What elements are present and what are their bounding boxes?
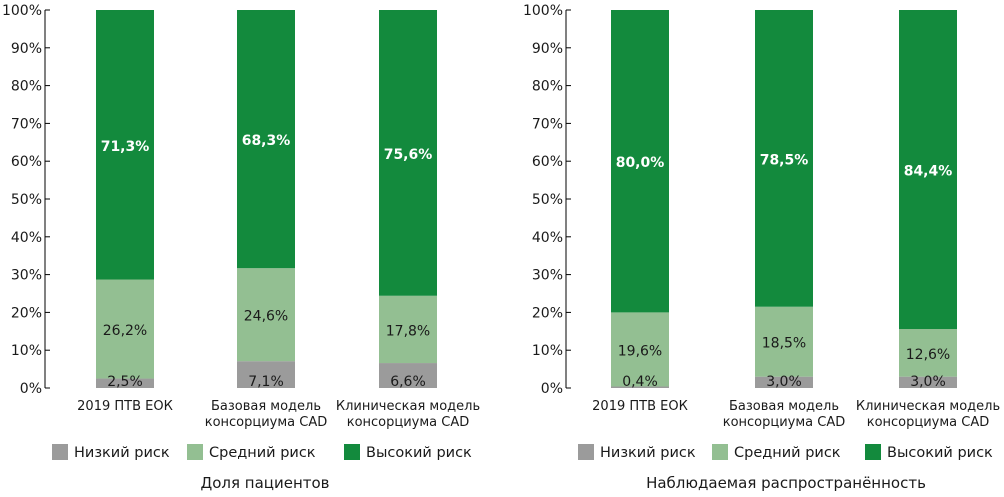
y-tick-label: 40%: [11, 230, 42, 246]
bar-segment-low: [611, 386, 669, 388]
bar-segment-medium: [96, 279, 154, 379]
bar-segment-medium: [237, 268, 295, 362]
y-tick-label: 90%: [11, 41, 42, 57]
legend-swatch-high: [344, 444, 360, 460]
data-label: 26,2%: [103, 323, 147, 339]
data-label: 19,6%: [618, 343, 662, 359]
y-tick-label: 50%: [11, 192, 42, 208]
bar-segment-high: [96, 10, 154, 280]
data-label: 0,4%: [622, 374, 658, 390]
legend-swatch-low: [578, 444, 594, 460]
legend-label: Средний риск: [734, 445, 841, 461]
data-label: 80,0%: [616, 155, 665, 171]
y-tick-label: 100%: [2, 3, 42, 19]
legend-swatch-high: [865, 444, 881, 460]
y-tick-label: 20%: [532, 305, 563, 321]
category-label: консорциума CAD: [205, 415, 328, 430]
y-tick-label: 70%: [532, 116, 563, 132]
bar-segment-high: [899, 10, 957, 330]
y-tick-label: 0%: [541, 381, 563, 397]
bar-segment-high: [379, 10, 437, 296]
y-tick-label: 30%: [532, 268, 563, 284]
category-label: 2019 ПТВ ЕОК: [77, 399, 173, 414]
data-label: 3,0%: [766, 374, 802, 390]
category-label: консорциума CAD: [723, 415, 846, 430]
bar-segment-medium: [611, 312, 669, 387]
data-label: 71,3%: [101, 139, 150, 155]
y-tick-label: 10%: [532, 343, 563, 359]
bar-segment-low: [96, 378, 154, 388]
data-label: 18,5%: [762, 336, 806, 352]
y-tick-label: 0%: [20, 381, 42, 397]
chart-panel-1: 0% 10% 20% 30% 40% 50% 60% 70% 80% 90% 100% 2,5% 26,…: [2, 3, 480, 492]
data-label: 2,5%: [107, 374, 143, 390]
y-tick-label: 60%: [11, 154, 42, 170]
bar-segment-high: [611, 10, 669, 313]
data-label: 12,6%: [906, 347, 950, 363]
bar-segment-low: [237, 361, 295, 388]
data-label: 78,5%: [760, 152, 809, 168]
y-tick-label: 30%: [11, 268, 42, 284]
legend-label: Высокий риск: [366, 445, 472, 461]
category-label: Клиническая модель: [856, 399, 1000, 414]
bar-segment-low: [899, 376, 957, 388]
data-label: 68,3%: [242, 133, 291, 149]
y-tick-label: 20%: [11, 305, 42, 321]
category-label: 2019 ПТВ ЕОК: [592, 399, 688, 414]
bar-segment-medium: [755, 306, 813, 377]
data-label: 24,6%: [244, 309, 288, 325]
bar-segment-medium: [379, 295, 437, 364]
data-label: 84,4%: [904, 164, 953, 180]
category-label: Базовая модель: [729, 399, 839, 414]
legend-swatch-medium: [712, 444, 728, 460]
legend-swatch-low: [52, 444, 68, 460]
data-label: 75,6%: [384, 147, 433, 163]
y-tick-label: 70%: [11, 116, 42, 132]
data-label: 17,8%: [386, 323, 430, 339]
data-label: 7,1%: [248, 374, 284, 390]
legend-label: Низкий риск: [600, 445, 696, 461]
bar-segment-high: [755, 10, 813, 307]
y-tick-label: 90%: [532, 41, 563, 57]
chart-title: Наблюдаемая распространённость: [646, 474, 926, 492]
y-tick-label: 80%: [532, 79, 563, 95]
data-label: 3,0%: [910, 374, 946, 390]
y-tick-label: 10%: [11, 343, 42, 359]
legend-label: Высокий риск: [887, 445, 993, 461]
chart-title: Доля пациентов: [200, 474, 329, 492]
bar-segment-low: [379, 363, 437, 388]
category-label: Базовая модель: [211, 399, 321, 414]
y-tick-label: 50%: [532, 192, 563, 208]
y-tick-label: 100%: [523, 3, 563, 19]
legend-label: Средний риск: [209, 445, 316, 461]
category-label: консорциума CAD: [347, 415, 470, 430]
category-label: консорциума CAD: [867, 415, 990, 430]
legend-label: Низкий риск: [74, 445, 170, 461]
data-label: 6,6%: [390, 374, 426, 390]
bar-segment-high: [237, 10, 295, 269]
y-tick-label: 60%: [532, 154, 563, 170]
y-tick-label: 80%: [11, 79, 42, 95]
bar-segment-low: [755, 376, 813, 388]
category-label: Клиническая модель: [336, 399, 480, 414]
chart-panel-2: 0% 10% 20% 30% 40% 50% 60% 70% 80% 90% 100% 0,4% 19,…: [523, 3, 1000, 492]
bar-segment-medium: [899, 329, 957, 377]
y-tick-label: 40%: [532, 230, 563, 246]
legend-swatch-medium: [187, 444, 203, 460]
